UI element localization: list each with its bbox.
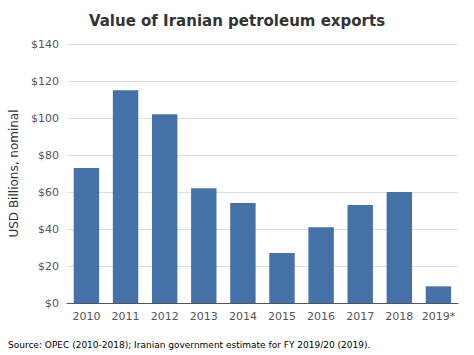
svg-text:$100: $100	[31, 112, 59, 125]
svg-text:2017: 2017	[346, 310, 374, 323]
svg-text:2018: 2018	[385, 310, 413, 323]
svg-text:2014: 2014	[229, 310, 257, 323]
svg-text:Source: OPEC (2010-2018); Iran: Source: OPEC (2010-2018); Iranian govern…	[8, 340, 370, 350]
svg-text:2019*: 2019*	[422, 310, 456, 323]
svg-text:2015: 2015	[268, 310, 296, 323]
svg-text:2013: 2013	[190, 310, 218, 323]
svg-text:$0: $0	[45, 297, 59, 310]
svg-text:2010: 2010	[72, 310, 100, 323]
svg-text:USD Billions, nominal: USD Billions, nominal	[7, 109, 21, 237]
svg-text:$60: $60	[38, 186, 59, 199]
svg-text:2016: 2016	[307, 310, 335, 323]
svg-text:$80: $80	[38, 149, 59, 162]
svg-text:Value of Iranian petroleum exp: Value of Iranian petroleum exports	[89, 12, 385, 30]
svg-text:$40: $40	[38, 223, 59, 236]
svg-text:$140: $140	[31, 38, 59, 51]
svg-text:$20: $20	[38, 260, 59, 273]
svg-text:2012: 2012	[151, 310, 179, 323]
svg-text:2011: 2011	[112, 310, 140, 323]
svg-text:$120: $120	[31, 75, 59, 88]
